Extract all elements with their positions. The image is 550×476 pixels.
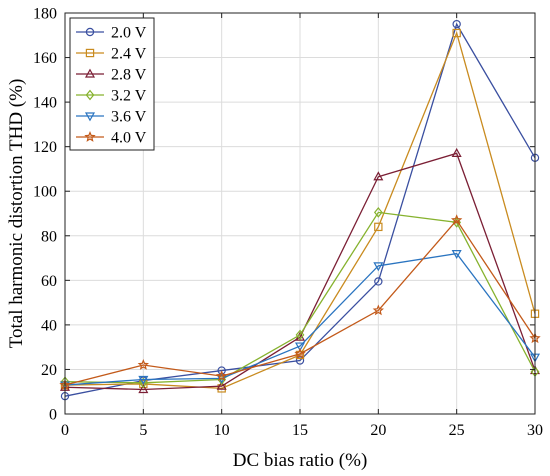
data-point bbox=[138, 384, 149, 394]
legend-item: 3.6 V bbox=[76, 109, 147, 126]
legend-marker bbox=[84, 68, 96, 78]
x-tick-label: 25 bbox=[449, 422, 465, 439]
x-tick-label: 0 bbox=[61, 422, 69, 439]
y-tick-label: 120 bbox=[33, 139, 57, 156]
series-line bbox=[64, 219, 536, 386]
legend-label: 2.0 V bbox=[111, 25, 147, 42]
data-point bbox=[295, 356, 305, 365]
legend-label: 3.2 V bbox=[111, 88, 147, 105]
x-tick-label: 10 bbox=[214, 422, 230, 439]
y-tick-label: 40 bbox=[41, 317, 57, 334]
data-point bbox=[138, 375, 149, 385]
data-point bbox=[374, 277, 383, 286]
y-tick-label: 180 bbox=[33, 6, 57, 23]
data-point bbox=[374, 222, 383, 232]
y-tick-label: 60 bbox=[41, 273, 57, 290]
legend-box bbox=[69, 17, 155, 151]
x-tick-label: 20 bbox=[370, 422, 386, 439]
y-tick-label: 0 bbox=[49, 407, 57, 424]
legend-marker bbox=[84, 112, 96, 122]
data-point bbox=[138, 377, 148, 389]
legend-label: 2.8 V bbox=[111, 67, 147, 84]
data-point bbox=[452, 28, 461, 38]
x-tick-label: 5 bbox=[139, 422, 147, 439]
data-point bbox=[373, 207, 383, 218]
data-point bbox=[294, 347, 306, 359]
legend-item: 2.4 V bbox=[76, 46, 147, 63]
series-line bbox=[64, 252, 536, 386]
y-tick-label: 100 bbox=[33, 184, 57, 201]
series-layer bbox=[59, 19, 541, 401]
x-tick-label: 30 bbox=[527, 422, 543, 439]
legend: 2.0 V 2.4 V 2.8 V 3.2 V 3.6 V 4.0 V bbox=[69, 17, 155, 151]
legend-marker bbox=[85, 48, 95, 58]
data-point bbox=[372, 304, 385, 316]
y-tick-label: 20 bbox=[41, 362, 57, 379]
legend-marker bbox=[85, 89, 95, 101]
data-point bbox=[295, 329, 305, 341]
y-tick-label: 80 bbox=[41, 228, 57, 245]
x-axis-label: DC bias ratio (%) bbox=[233, 450, 368, 471]
series-line bbox=[64, 152, 536, 391]
legend-label: 4.0 V bbox=[111, 130, 147, 147]
data-point bbox=[216, 380, 227, 390]
y-axis-label: Total harmonic distortion THD (%) bbox=[6, 79, 27, 349]
y-tick-label: 140 bbox=[33, 95, 57, 112]
data-point bbox=[215, 370, 228, 381]
data-point bbox=[451, 147, 462, 157]
legend-item: 4.0 V bbox=[76, 130, 147, 147]
legend-label: 2.4 V bbox=[111, 46, 147, 63]
legend-item: 3.2 V bbox=[76, 88, 147, 105]
data-point bbox=[137, 359, 150, 370]
data-point bbox=[373, 171, 384, 181]
legend-item: 2.0 V bbox=[76, 25, 147, 42]
legend-item: 2.8 V bbox=[76, 67, 147, 84]
legend-marker bbox=[85, 27, 95, 37]
y-tick-label: 160 bbox=[33, 50, 57, 67]
data-point bbox=[451, 250, 462, 260]
x-tick-label: 15 bbox=[292, 422, 308, 439]
legend-label: 3.6 V bbox=[111, 109, 147, 126]
data-point bbox=[452, 19, 461, 29]
data-point bbox=[373, 262, 384, 272]
data-point bbox=[294, 342, 306, 352]
legend-marker bbox=[84, 131, 96, 142]
axis-ticks: 0 5 10 15 20 25 30 0 20 40 60 80 100 120 140 160 180 bbox=[33, 6, 543, 440]
data-point bbox=[450, 214, 463, 226]
